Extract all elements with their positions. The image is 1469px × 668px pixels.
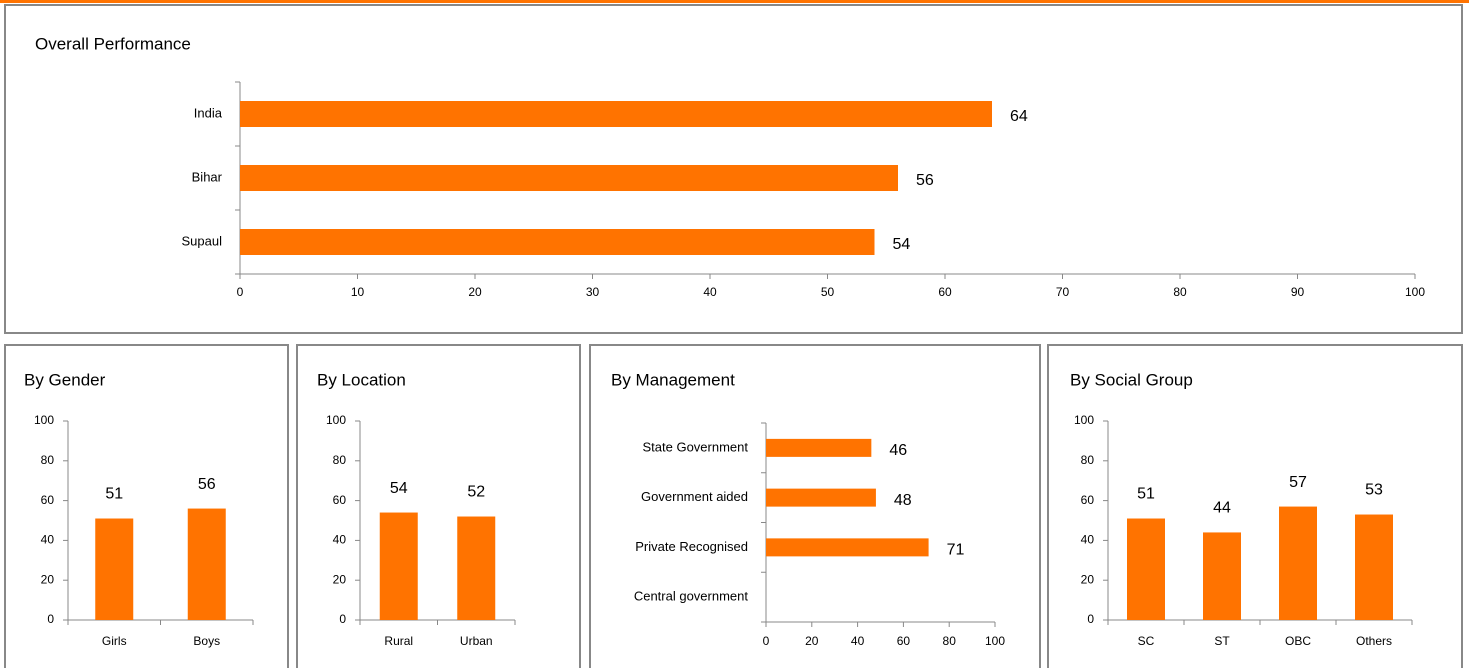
y-tick-label: India (194, 105, 223, 120)
y-tick-label: 0 (47, 612, 54, 626)
y-tick-label: 60 (333, 493, 347, 507)
value-label: 44 (1213, 500, 1231, 517)
x-tick-label: 70 (1056, 285, 1070, 299)
value-label: 51 (1137, 486, 1155, 503)
bar (457, 516, 496, 620)
x-tick-label: 80 (943, 634, 957, 648)
chart-title: By Location (317, 370, 406, 389)
y-tick-label: 20 (41, 572, 55, 586)
y-tick-label: Central government (634, 589, 749, 604)
x-tick-label: 0 (237, 285, 244, 299)
y-tick-label: 40 (1081, 533, 1095, 547)
y-tick-label: 40 (41, 533, 55, 547)
value-label: 56 (198, 476, 216, 493)
x-tick-label: Rural (384, 634, 413, 648)
x-tick-label: 20 (468, 285, 482, 299)
value-label: 51 (105, 486, 123, 503)
y-tick-label: 100 (1074, 413, 1094, 427)
x-tick-label: 20 (805, 634, 819, 648)
panel (589, 344, 1041, 668)
bar (1203, 532, 1241, 620)
value-label: 57 (1289, 474, 1307, 491)
x-tick-label: 100 (985, 634, 1005, 648)
x-tick-label: 60 (938, 285, 952, 299)
panel (4, 4, 1463, 334)
value-label: 53 (1365, 482, 1383, 499)
panel (1047, 344, 1463, 668)
bar (240, 229, 875, 255)
y-tick-label: Bihar (192, 169, 223, 184)
bar (766, 538, 929, 557)
value-label: 54 (893, 236, 911, 253)
y-tick-label: 100 (326, 413, 346, 427)
x-tick-label: 10 (351, 285, 365, 299)
y-tick-label: 100 (34, 413, 54, 427)
top-strip (0, 0, 1469, 3)
x-tick-label: ST (1214, 634, 1230, 648)
value-label: 56 (916, 172, 934, 189)
panel (296, 344, 581, 668)
y-tick-label: 20 (1081, 572, 1095, 586)
bar (1279, 506, 1317, 620)
y-tick-label: 80 (1081, 453, 1095, 467)
bar (240, 165, 898, 191)
x-tick-label: SC (1138, 634, 1155, 648)
x-tick-label: 90 (1291, 285, 1305, 299)
y-tick-label: Private Recognised (635, 539, 748, 554)
x-tick-label: 50 (821, 285, 835, 299)
y-tick-label: 80 (41, 453, 55, 467)
value-label: 64 (1010, 108, 1028, 125)
x-tick-label: Urban (460, 634, 493, 648)
chart-title: By Management (611, 370, 735, 389)
x-tick-label: 30 (586, 285, 600, 299)
bar (1127, 518, 1165, 620)
bar (1355, 514, 1393, 620)
value-label: 52 (467, 484, 485, 501)
y-tick-label: 0 (339, 612, 346, 626)
bar (240, 101, 992, 127)
y-tick-label: 20 (333, 572, 347, 586)
y-tick-label: 0 (1087, 612, 1094, 626)
y-tick-label: 80 (333, 453, 347, 467)
y-tick-label: State Government (643, 439, 749, 454)
chart-title: Overall Performance (35, 34, 191, 53)
value-label: 46 (889, 442, 907, 459)
y-tick-label: 60 (41, 493, 55, 507)
x-tick-label: 40 (703, 285, 717, 299)
bar (95, 518, 134, 620)
x-tick-label: 60 (897, 634, 911, 648)
value-label: 71 (947, 542, 965, 559)
bar (379, 512, 418, 620)
value-label: 48 (894, 492, 912, 509)
y-tick-label: 40 (333, 533, 347, 547)
bar (766, 488, 876, 507)
x-tick-label: Others (1356, 634, 1392, 648)
x-tick-label: 40 (851, 634, 865, 648)
chart-title: By Social Group (1070, 370, 1193, 389)
y-tick-label: Supaul (182, 233, 223, 248)
bar (766, 438, 872, 457)
y-tick-label: Government aided (641, 489, 748, 504)
x-tick-label: 80 (1173, 285, 1187, 299)
value-label: 54 (390, 480, 408, 497)
x-tick-label: OBC (1285, 634, 1311, 648)
bar (187, 508, 226, 620)
x-tick-label: Girls (102, 634, 127, 648)
chart-title: By Gender (24, 370, 106, 389)
x-tick-label: 100 (1405, 285, 1425, 299)
y-tick-label: 60 (1081, 493, 1095, 507)
panel (4, 344, 289, 668)
x-tick-label: 0 (763, 634, 770, 648)
x-tick-label: Boys (193, 634, 220, 648)
